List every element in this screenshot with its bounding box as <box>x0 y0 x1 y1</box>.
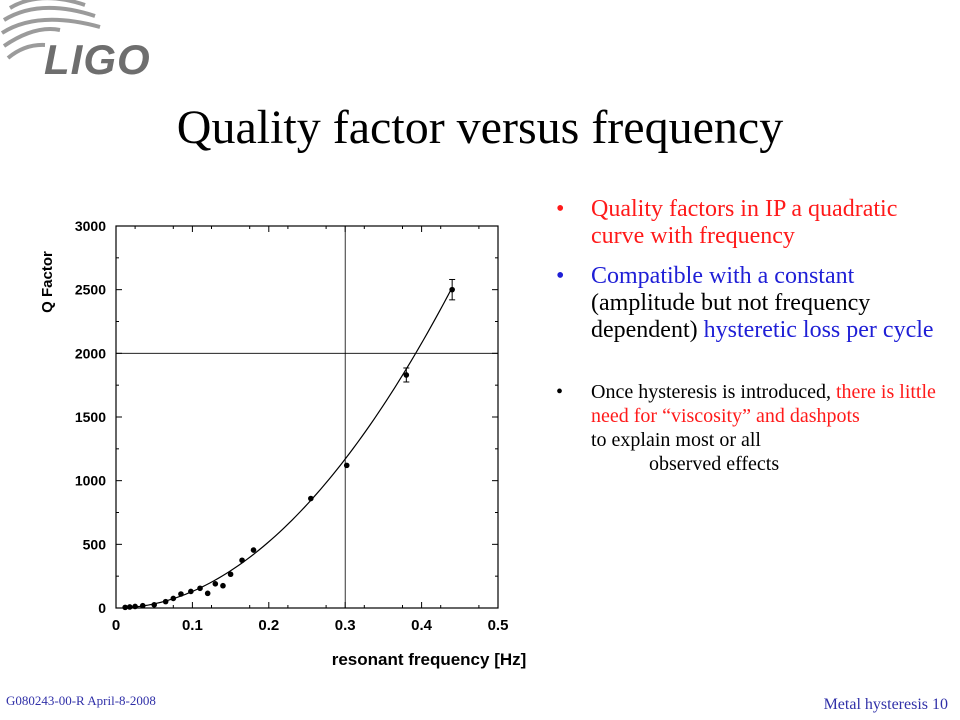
ligo-wordmark: LIGO <box>44 36 151 83</box>
bullet-constant-text-3: hysteretic loss per cycle <box>703 317 934 343</box>
y-tick-label: 2000 <box>75 345 106 361</box>
data-point <box>126 604 133 610</box>
x-tick-label: 0.3 <box>335 617 356 634</box>
slide-footer-page: Metal hysteresis 10 <box>823 696 948 713</box>
data-point <box>250 547 257 553</box>
data-point <box>188 588 194 595</box>
bullet-dot: • <box>556 196 565 222</box>
y-tick-label: 2500 <box>75 282 106 298</box>
y-tick-label: 0 <box>98 600 106 616</box>
y-tick-label: 1500 <box>75 409 106 425</box>
bullet-constant-text-2: (amplitude but not frequency dependent) <box>591 290 871 343</box>
x-tick-label: 0 <box>112 617 120 634</box>
x-tick-label: 0.1 <box>182 617 203 634</box>
bullet-hysteresis: • Once hysteresis is introduced, there i… <box>556 380 946 476</box>
data-point <box>343 462 350 469</box>
x-tick-label: 0.4 <box>411 617 433 634</box>
data-point <box>178 591 184 597</box>
slide-title: Quality factor versus frequency <box>176 101 784 154</box>
data-point <box>122 604 128 611</box>
data-point <box>170 595 177 602</box>
bullet-hysteresis-text-2: there is little need for “viscosity” and… <box>591 381 936 427</box>
bullet-hysteresis-text-3: to explain most or all <box>591 429 761 451</box>
data-point <box>308 495 314 502</box>
bullet-quadratic: • Quality factors in IP a quadratic curv… <box>556 196 946 250</box>
y-axis-label: Q Factor <box>39 251 56 313</box>
y-tick-label: 1000 <box>75 473 106 489</box>
quadratic-fit-curve <box>123 287 453 609</box>
bullet-hysteresis-text-4: observed effects <box>649 453 780 475</box>
bullet-quadratic-text: Quality factors in IP a quadratic curve … <box>591 196 898 249</box>
document-id: G080243-00-R April-8-2008 <box>6 693 156 708</box>
data-point <box>139 602 146 609</box>
data-point <box>449 286 455 293</box>
q-factor-chart: 0 0.1 0.2 0.3 0.4 0.5 0 500 1000 1500 2000 2500 3000… <box>39 218 527 669</box>
plot-frame <box>115 225 499 609</box>
data-point <box>239 557 245 564</box>
data-point <box>132 603 138 610</box>
x-tick-label: 0.2 <box>258 617 279 634</box>
bullet-constant-loss: • Compatible with a constant (amplitude … <box>556 263 946 344</box>
data-point <box>220 582 226 589</box>
bullet-list: • Quality factors in IP a quadratic curv… <box>556 196 946 476</box>
y-tick-label: 3000 <box>75 218 106 234</box>
data-point <box>204 590 211 597</box>
data-point <box>403 372 410 378</box>
data-point <box>162 598 169 605</box>
x-axis-label: resonant frequency [Hz] <box>332 650 527 669</box>
x-tick-label: 0.5 <box>488 617 509 634</box>
bullet-hysteresis-text-1: Once hysteresis is introduced, <box>591 381 836 403</box>
data-point <box>212 581 219 587</box>
bullet-dot: • <box>556 381 564 403</box>
data-point <box>197 585 203 592</box>
bullet-constant-text-1: Compatible with a constant <box>591 263 855 289</box>
ligo-wave-arcs-icon <box>0 0 101 60</box>
data-point <box>227 571 234 578</box>
bullet-dot: • <box>556 263 565 289</box>
data-point <box>151 602 157 608</box>
ligo-logo: LIGO <box>0 0 151 83</box>
y-tick-label: 500 <box>83 536 107 552</box>
